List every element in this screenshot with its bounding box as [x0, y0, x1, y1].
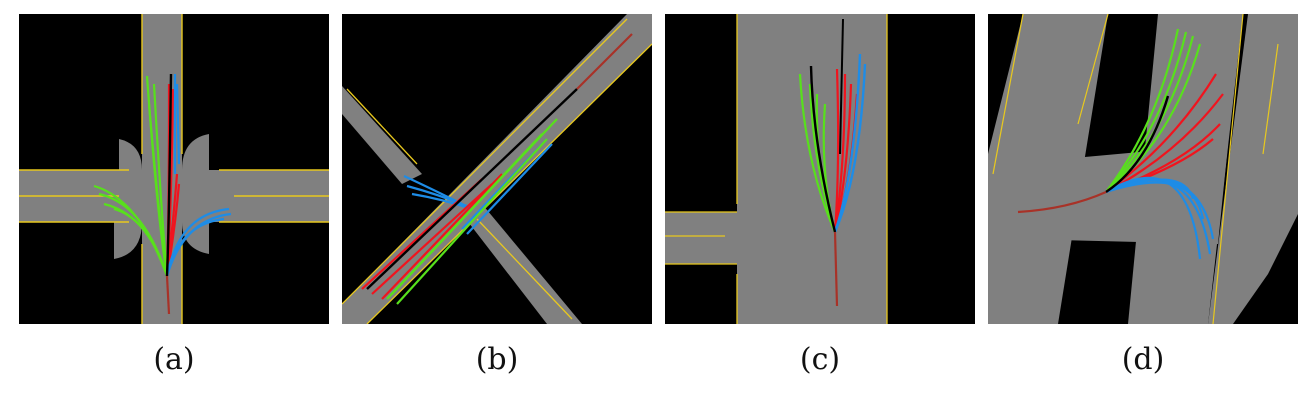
ground-truth-path — [1105, 95, 1170, 193]
panel-a — [19, 14, 329, 324]
caption-c: (c) — [799, 342, 841, 377]
predicted-trajectories-blue — [165, 74, 232, 277]
road-network — [988, 14, 1298, 324]
panel-c — [665, 14, 975, 324]
lane-lines — [665, 14, 888, 324]
panel-b — [342, 14, 652, 324]
caption-b: (b) — [475, 342, 519, 377]
scene-c — [665, 14, 975, 324]
history-path — [165, 275, 171, 315]
lane-lines — [19, 14, 329, 324]
panel-d — [988, 14, 1298, 324]
history-path — [833, 231, 839, 307]
predicted-trajectories-blue — [833, 53, 867, 233]
predicted-trajectories-blue — [1105, 176, 1215, 260]
lane-lines — [342, 18, 652, 324]
predicted-trajectories-green — [93, 75, 169, 277]
ground-truth-path — [366, 88, 578, 290]
scene-b — [342, 14, 652, 324]
history-path — [576, 33, 633, 90]
scene-a — [19, 14, 329, 324]
predicted-trajectories-green — [386, 118, 558, 305]
road-network — [665, 14, 887, 324]
scene-d — [988, 14, 1298, 324]
caption-d: (d) — [1121, 342, 1165, 377]
history-path — [1017, 190, 1107, 214]
ground-truth-path — [165, 73, 173, 277]
ground-truth-path-2 — [839, 18, 844, 155]
lane-lines — [992, 14, 1279, 324]
caption-a: (a) — [153, 342, 195, 377]
ground-truth-path — [809, 65, 837, 233]
